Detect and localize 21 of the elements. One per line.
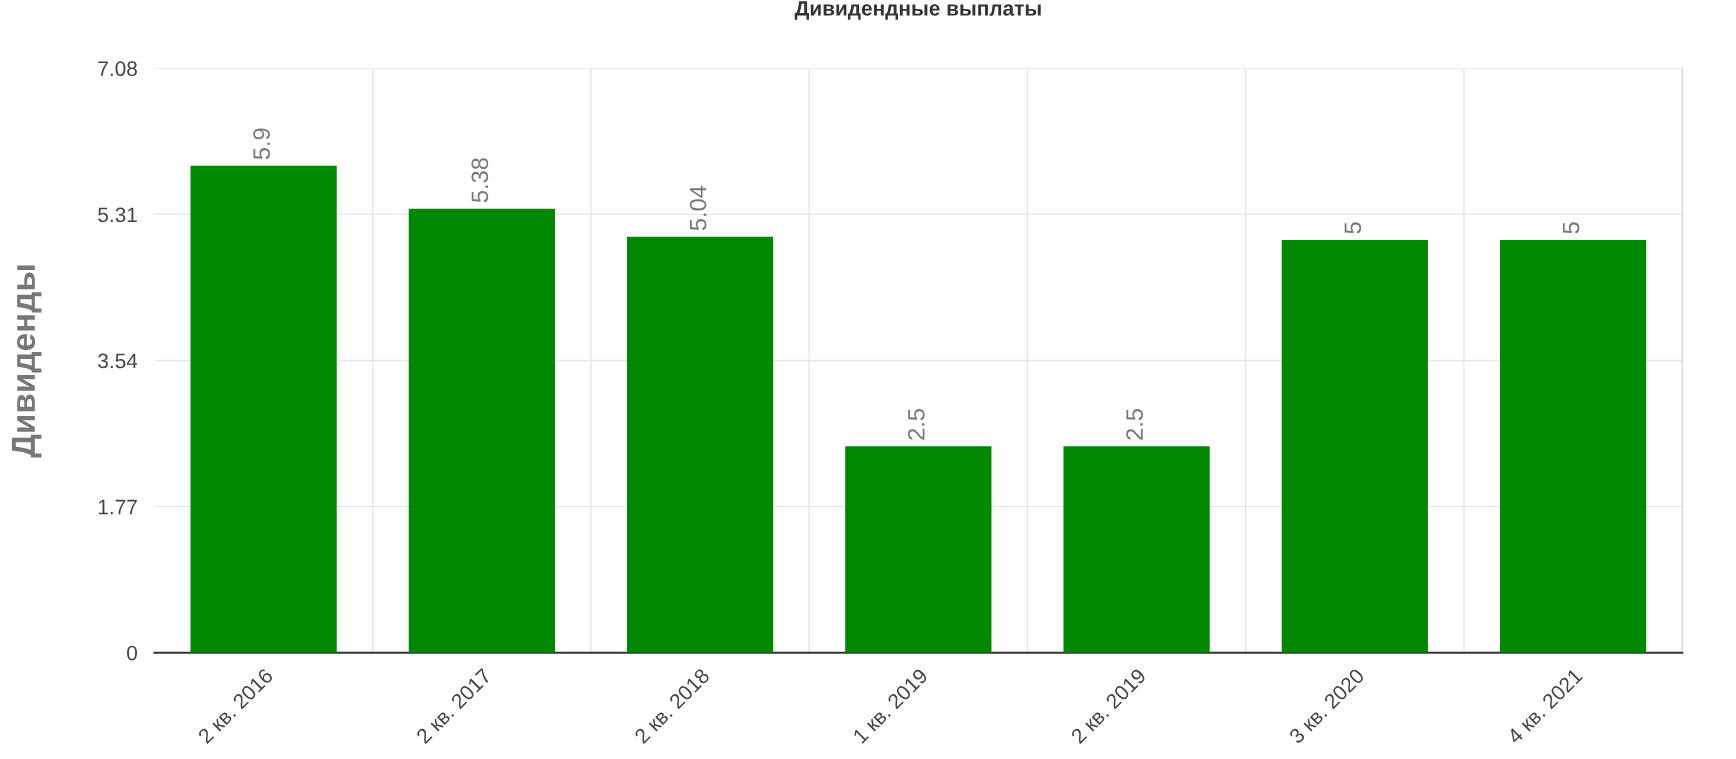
y-tick-label: 7.08 [98, 61, 137, 77]
data-label: 5.9 [253, 128, 270, 160]
bar [1281, 240, 1428, 653]
bar [190, 165, 337, 653]
y-tick-label: 0 [127, 645, 138, 661]
data-label: 5.38 [471, 158, 489, 203]
bar [845, 446, 992, 653]
y-tick-label: 3.54 [98, 353, 138, 369]
bar [408, 208, 555, 653]
y-tick-label: 5.31 [98, 207, 137, 223]
y-axis-title: Дивиденды [11, 265, 42, 458]
data-label: 2.5 [907, 408, 925, 440]
bar [1499, 240, 1647, 653]
chart-title: Дивидендные выплаты [794, 1, 1041, 20]
y-tick-label: 1.77 [98, 499, 137, 515]
data-label: 5.04 [689, 185, 707, 231]
data-label: 5 [1344, 222, 1362, 234]
data-label: 5 [1562, 222, 1580, 234]
bar [626, 236, 774, 653]
data-label: 2.5 [1126, 408, 1143, 440]
bar [1063, 446, 1210, 653]
